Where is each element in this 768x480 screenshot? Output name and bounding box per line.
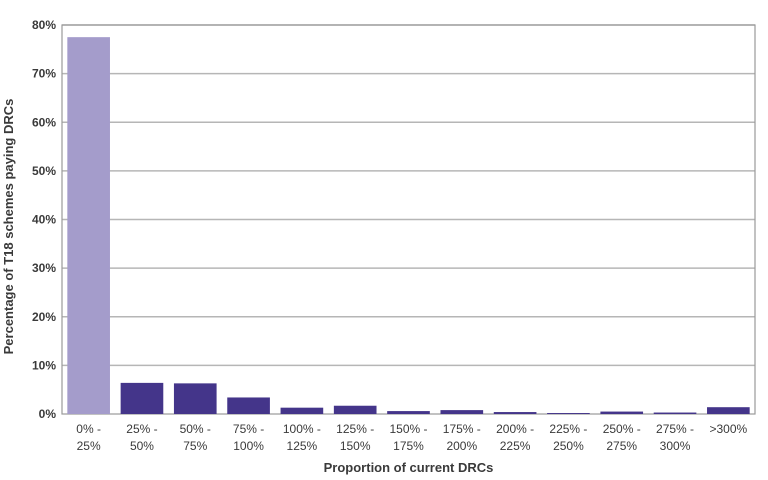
x-tick-label: 0% -: [76, 422, 101, 436]
y-tick-label: 20%: [32, 310, 56, 324]
x-tick-label: 225%: [500, 439, 531, 453]
x-tick-label: 275% -: [656, 422, 694, 436]
y-tick-label: 60%: [32, 115, 56, 129]
x-axis-title: Proportion of current DRCs: [324, 460, 494, 475]
x-tick-label: 200%: [446, 439, 477, 453]
x-tick-label: 125%: [287, 439, 318, 453]
bar: [547, 413, 590, 414]
y-tick-label: 50%: [32, 164, 56, 178]
y-tick-label: 40%: [32, 213, 56, 227]
x-tick-label: 100%: [233, 439, 264, 453]
bar: [653, 412, 697, 414]
x-tick-label: 75% -: [233, 422, 264, 436]
bar: [440, 410, 484, 414]
bar: [173, 383, 217, 414]
x-tick-label: 250% -: [603, 422, 641, 436]
bar: [227, 397, 270, 414]
x-tick-label: 200% -: [496, 422, 534, 436]
x-tick-label: 300%: [660, 439, 691, 453]
bar: [493, 412, 537, 414]
y-tick-label: 80%: [32, 18, 56, 32]
x-tick-label: >300%: [709, 422, 747, 436]
x-tick-label: 175% -: [443, 422, 481, 436]
y-tick-label: 0%: [39, 407, 57, 421]
bar: [120, 382, 164, 414]
x-tick-label: 50%: [130, 439, 154, 453]
x-tick-label: 75%: [183, 439, 207, 453]
y-axis-title: Percentage of T18 schemes paying DRCs: [1, 99, 16, 355]
x-tick-label: 125% -: [336, 422, 374, 436]
y-tick-label: 10%: [32, 358, 56, 372]
x-tick-label: 25% -: [126, 422, 157, 436]
x-tick-label: 175%: [393, 439, 424, 453]
y-tick-label: 70%: [32, 67, 56, 81]
bar: [67, 37, 110, 414]
x-tick-label: 25%: [77, 439, 101, 453]
bar: [387, 411, 430, 414]
x-tick-label: 150% -: [389, 422, 427, 436]
x-tick-label: 225% -: [549, 422, 587, 436]
x-tick-label: 50% -: [180, 422, 211, 436]
bar: [600, 411, 644, 414]
y-axis-ticks: 0% 10% 20% 30% 40% 50% 60% 70% 80%: [32, 18, 56, 421]
gridlines: [61, 24, 756, 415]
x-axis-ticks: 0% - 25% 25% - 50% 50% - 75% 75% - 100% 100% - 12…: [76, 422, 747, 453]
x-tick-label: 100% -: [283, 422, 321, 436]
x-tick-label: 275%: [606, 439, 637, 453]
bar: [280, 407, 324, 414]
bar: [333, 405, 377, 414]
bars: [67, 37, 750, 414]
y-tick-label: 30%: [32, 261, 56, 275]
bar: [707, 407, 750, 414]
x-tick-label: 150%: [340, 439, 371, 453]
x-tick-label: 250%: [553, 439, 584, 453]
